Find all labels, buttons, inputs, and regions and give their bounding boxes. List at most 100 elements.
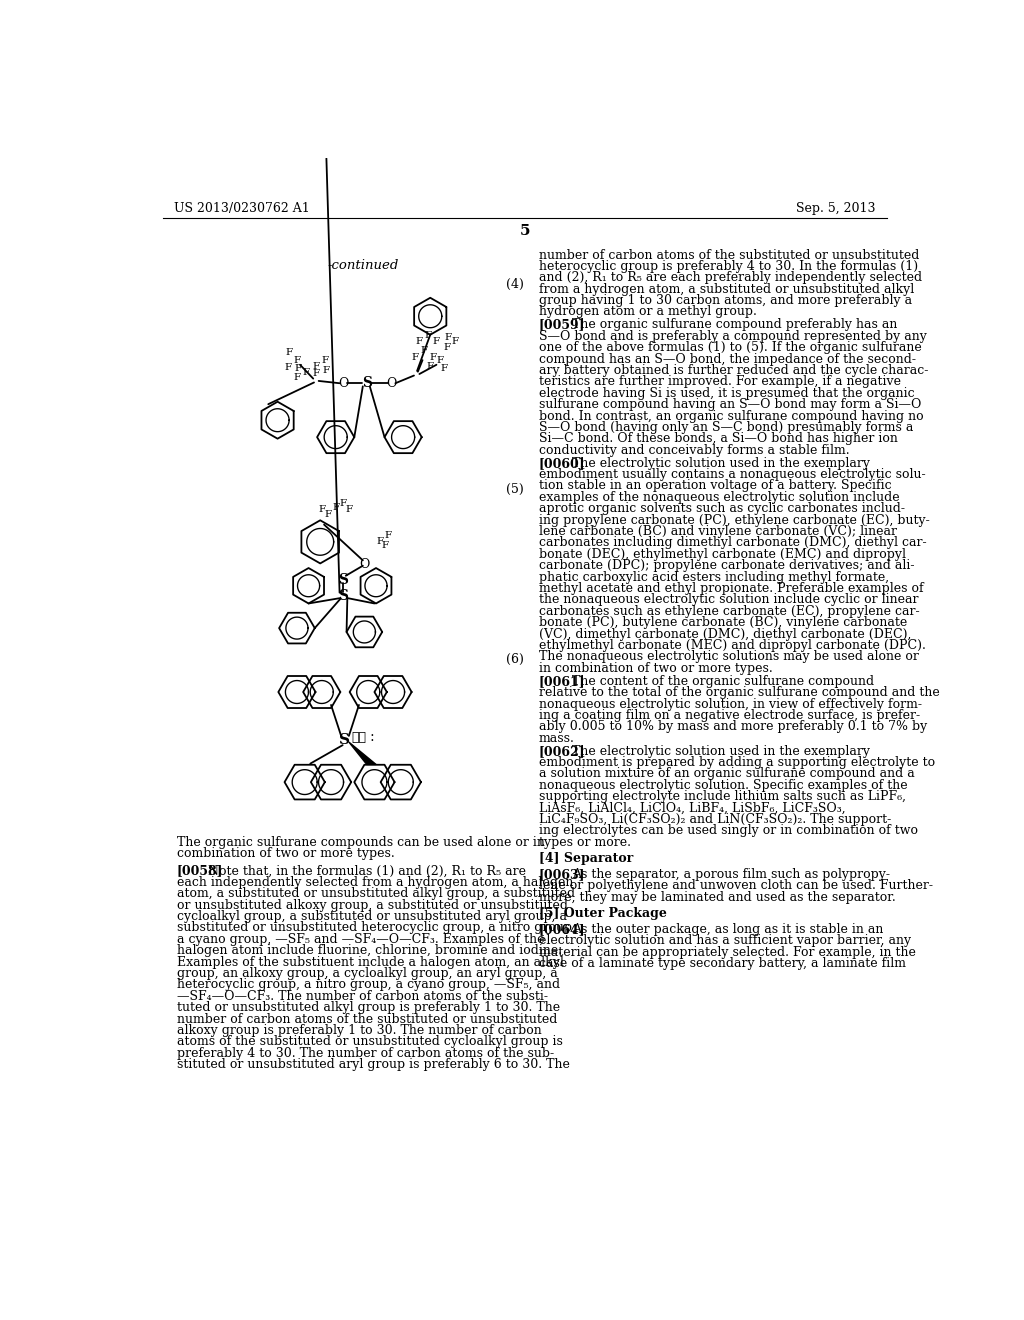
Text: number of carbon atoms of the substituted or unsubstituted: number of carbon atoms of the substitute…: [177, 1012, 557, 1026]
Text: mass.: mass.: [539, 731, 574, 744]
Text: combination of two or more types.: combination of two or more types.: [177, 847, 394, 861]
Text: F: F: [318, 506, 326, 513]
Text: from a hydrogen atom, a substituted or unsubstituted alkyl: from a hydrogen atom, a substituted or u…: [539, 282, 914, 296]
Text: atom, a substituted or unsubstituted alkyl group, a substituted: atom, a substituted or unsubstituted alk…: [177, 887, 574, 900]
Text: lene or polyethylene and unwoven cloth can be used. Further-: lene or polyethylene and unwoven cloth c…: [539, 879, 933, 892]
Text: cycloalkyl group, a substituted or unsubstituted aryl group, a: cycloalkyl group, a substituted or unsub…: [177, 909, 567, 923]
Text: nonaqueous electrolytic solution, in view of effectively form-: nonaqueous electrolytic solution, in vie…: [539, 697, 922, 710]
Text: group having 1 to 30 carbon atoms, and more preferably a: group having 1 to 30 carbon atoms, and m…: [539, 294, 912, 308]
Text: types or more.: types or more.: [539, 836, 631, 849]
Text: LiC₄F₉SO₃, Li(CF₃SO₂)₂ and LiN(CF₃SO₂)₂. The support-: LiC₄F₉SO₃, Li(CF₃SO₂)₂ and LiN(CF₃SO₂)₂.…: [539, 813, 891, 826]
Text: F: F: [443, 343, 451, 351]
Text: F: F: [312, 362, 319, 371]
Text: lene carbonate (BC) and vinylene carbonate (VC); linear: lene carbonate (BC) and vinylene carbona…: [539, 525, 897, 539]
Text: number of carbon atoms of the substituted or unsubstituted: number of carbon atoms of the substitute…: [539, 248, 920, 261]
Text: —SF₄—O—CF₃. The number of carbon atoms of the substi-: —SF₄—O—CF₃. The number of carbon atoms o…: [177, 990, 548, 1003]
Text: The electrolytic solution used in the exemplary: The electrolytic solution used in the ex…: [572, 457, 870, 470]
Text: halogen atom include fluorine, chlorine, bromine and iodine.: halogen atom include fluorine, chlorine,…: [177, 944, 562, 957]
Text: F: F: [427, 362, 434, 371]
Text: F: F: [424, 331, 431, 341]
Text: F: F: [286, 348, 293, 356]
Text: examples of the nonaqueous electrolytic solution include: examples of the nonaqueous electrolytic …: [539, 491, 899, 504]
Text: sulfurane compound having an S—O bond may form a Si—O: sulfurane compound having an S—O bond ma…: [539, 399, 922, 412]
Text: hydrogen atom or a methyl group.: hydrogen atom or a methyl group.: [539, 305, 757, 318]
Text: The organic sulfurane compound preferably has an: The organic sulfurane compound preferabl…: [572, 318, 897, 331]
Text: F: F: [382, 541, 389, 550]
Polygon shape: [349, 742, 376, 764]
Text: compound has an S—O bond, the impedance of the second-: compound has an S—O bond, the impedance …: [539, 352, 915, 366]
Text: F: F: [295, 364, 302, 374]
Text: S: S: [361, 376, 372, 391]
Text: [5] Outer Package: [5] Outer Package: [539, 907, 667, 920]
Text: F: F: [345, 506, 352, 513]
Text: Si—C bond. Of these bonds, a Si—O bond has higher ion: Si—C bond. Of these bonds, a Si—O bond h…: [539, 433, 898, 445]
Text: F: F: [325, 511, 332, 519]
Text: one of the above formulas (1) to (5). If the organic sulfurane: one of the above formulas (1) to (5). If…: [539, 341, 922, 354]
Text: embodiment usually contains a nonaqueous electrolytic solu-: embodiment usually contains a nonaqueous…: [539, 469, 926, 480]
Text: [0064]: [0064]: [539, 923, 586, 936]
Text: 5: 5: [519, 224, 530, 239]
Text: :: :: [370, 730, 375, 744]
Text: [0063]: [0063]: [539, 867, 586, 880]
Text: [0062]: [0062]: [539, 744, 586, 758]
Text: heterocyclic group, a nitro group, a cyano group, —SF₅, and: heterocyclic group, a nitro group, a cya…: [177, 978, 560, 991]
Text: F: F: [332, 503, 339, 512]
Text: F: F: [303, 368, 310, 378]
Text: F: F: [294, 374, 300, 383]
Text: aprotic organic solvents such as cyclic carbonates includ-: aprotic organic solvents such as cyclic …: [539, 503, 905, 515]
Text: material can be appropriately selected. For example, in the: material can be appropriately selected. …: [539, 945, 915, 958]
Text: The content of the organic sulfurane compound: The content of the organic sulfurane com…: [572, 675, 874, 688]
Text: ing propylene carbonate (PC), ethylene carbonate (EC), buty-: ing propylene carbonate (PC), ethylene c…: [539, 513, 930, 527]
Text: bond. In contrast, an organic sulfurane compound having no: bond. In contrast, an organic sulfurane …: [539, 409, 924, 422]
Text: embodiment is prepared by adding a supporting electrolyte to: embodiment is prepared by adding a suppo…: [539, 756, 935, 770]
Text: bonate (PC), butylene carbonate (BC), vinylene carbonate: bonate (PC), butylene carbonate (BC), vi…: [539, 616, 907, 630]
Text: Note that, in the formulas (1) and (2), R₁ to R₅ are: Note that, in the formulas (1) and (2), …: [208, 865, 526, 878]
Text: relative to the total of the organic sulfurane compound and the: relative to the total of the organic sul…: [539, 686, 939, 700]
Text: LiAsF₆, LiAlCl₄, LiClO₄, LiBF₄, LiSbF₆, LiCF₃SO₃,: LiAsF₆, LiAlCl₄, LiClO₄, LiBF₄, LiSbF₆, …: [539, 801, 846, 814]
Text: O: O: [386, 376, 396, 389]
Text: S: S: [339, 573, 348, 586]
Text: F: F: [436, 355, 443, 364]
Text: substituted or unsubstituted heterocyclic group, a nitro group,: substituted or unsubstituted heterocycli…: [177, 921, 575, 935]
Text: group, an alkoxy group, a cycloalkyl group, an aryl group, a: group, an alkoxy group, a cycloalkyl gro…: [177, 968, 558, 979]
Text: Examples of the substituent include a halogen atom, an alkyl: Examples of the substituent include a ha…: [177, 956, 563, 969]
Text: more, they may be laminated and used as the separator.: more, they may be laminated and used as …: [539, 891, 896, 904]
Text: (6): (6): [506, 653, 524, 665]
Text: S: S: [339, 589, 348, 603]
Text: The electrolytic solution used in the exemplary: The electrolytic solution used in the ex…: [572, 744, 870, 758]
Text: F: F: [340, 499, 347, 508]
Text: The nonaqueous electrolytic solutions may be used alone or: The nonaqueous electrolytic solutions ma…: [539, 651, 919, 664]
Text: (4): (4): [506, 277, 524, 290]
Text: carbonate (DPC); propylene carbonate derivatives; and ali-: carbonate (DPC); propylene carbonate der…: [539, 560, 914, 573]
Text: F: F: [385, 531, 392, 540]
Text: F: F: [312, 370, 319, 379]
Text: S: S: [340, 733, 350, 747]
Text: carbonates including dimethyl carbonate (DMC), diethyl car-: carbonates including dimethyl carbonate …: [539, 536, 927, 549]
Text: -continued: -continued: [328, 259, 399, 272]
Text: conductivity and conceivably forms a stable film.: conductivity and conceivably forms a sta…: [539, 444, 849, 457]
Text: ⋯⋯: ⋯⋯: [351, 731, 367, 744]
Text: O: O: [359, 557, 370, 570]
Text: or unsubstituted alkoxy group, a substituted or unsubstituted: or unsubstituted alkoxy group, a substit…: [177, 899, 568, 912]
Text: in combination of two or more types.: in combination of two or more types.: [539, 661, 772, 675]
Text: alkoxy group is preferably 1 to 30. The number of carbon: alkoxy group is preferably 1 to 30. The …: [177, 1024, 542, 1038]
Text: Sep. 5, 2013: Sep. 5, 2013: [796, 202, 876, 215]
Text: O: O: [338, 376, 348, 389]
Text: F: F: [412, 352, 419, 362]
Text: The organic sulfurane compounds can be used alone or in: The organic sulfurane compounds can be u…: [177, 836, 545, 849]
Text: a cyano group, —SF₅ and —SF₄—O—CF₃. Examples of the: a cyano group, —SF₅ and —SF₄—O—CF₃. Exam…: [177, 933, 545, 946]
Text: F: F: [285, 363, 292, 372]
Text: and (2), R₁ to R₅ are each preferably independently selected: and (2), R₁ to R₅ are each preferably in…: [539, 272, 922, 284]
Text: tuted or unsubstituted alkyl group is preferably 1 to 30. The: tuted or unsubstituted alkyl group is pr…: [177, 1002, 560, 1014]
Text: F: F: [429, 352, 436, 362]
Text: F: F: [376, 537, 383, 546]
Text: nonaqueous electrolytic solution. Specific examples of the: nonaqueous electrolytic solution. Specif…: [539, 779, 907, 792]
Text: carbonates such as ethylene carbonate (EC), propylene car-: carbonates such as ethylene carbonate (E…: [539, 605, 920, 618]
Text: As the separator, a porous film such as polypropy-: As the separator, a porous film such as …: [572, 867, 890, 880]
Text: F: F: [322, 355, 329, 364]
Text: each independently selected from a hydrogen atom, a halogen: each independently selected from a hydro…: [177, 876, 573, 888]
Text: supporting electrolyte include lithium salts such as LiPF₆,: supporting electrolyte include lithium s…: [539, 791, 906, 804]
Text: (5): (5): [506, 483, 524, 496]
Text: tion stable in an operation voltage of a battery. Specific: tion stable in an operation voltage of a…: [539, 479, 891, 492]
Text: F: F: [444, 333, 452, 342]
